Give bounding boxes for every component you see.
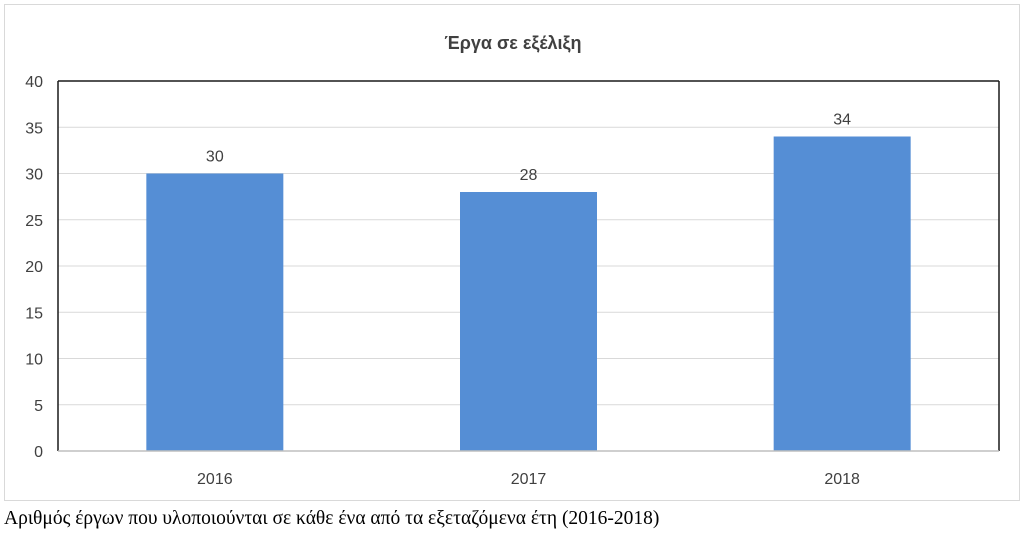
- y-tick-label: 0: [34, 444, 43, 461]
- y-tick-label: 40: [25, 74, 43, 91]
- x-axis-ticks: 2016 2017 2018: [197, 471, 860, 488]
- bar-2018: [773, 136, 911, 451]
- y-axis-ticks: 0 5 10 15 20 25 30 35 40: [25, 74, 43, 461]
- data-label-2016: 30: [206, 149, 224, 166]
- x-tick-label-2016: 2016: [197, 471, 233, 488]
- y-tick-label: 25: [25, 213, 43, 230]
- axes: [57, 80, 1000, 452]
- bar-2017: [460, 192, 597, 451]
- y-tick-label: 35: [25, 120, 43, 137]
- chart-area: Έργα σε εξέλιξη 30 28 34 0 5 10 15 20 25 30 35 40 …: [4, 4, 1020, 501]
- x-tick-label-2017: 2017: [511, 471, 547, 488]
- data-label-2018: 34: [833, 112, 851, 129]
- data-labels: 30 28 34: [206, 112, 851, 185]
- bars: [146, 136, 911, 451]
- x-tick-label-2018: 2018: [824, 471, 860, 488]
- y-tick-label: 5: [34, 398, 43, 415]
- chart-title: Έργα σε εξέλιξη: [444, 33, 581, 54]
- bar-2016: [146, 173, 284, 451]
- data-label-2017: 28: [520, 167, 538, 184]
- y-tick-label: 10: [25, 352, 43, 369]
- figure-caption: Αριθμός έργων που υλοποιούνται σε κάθε έ…: [4, 508, 660, 529]
- y-tick-label: 15: [25, 305, 43, 322]
- y-tick-label: 20: [25, 259, 43, 276]
- y-tick-label: 30: [25, 167, 43, 184]
